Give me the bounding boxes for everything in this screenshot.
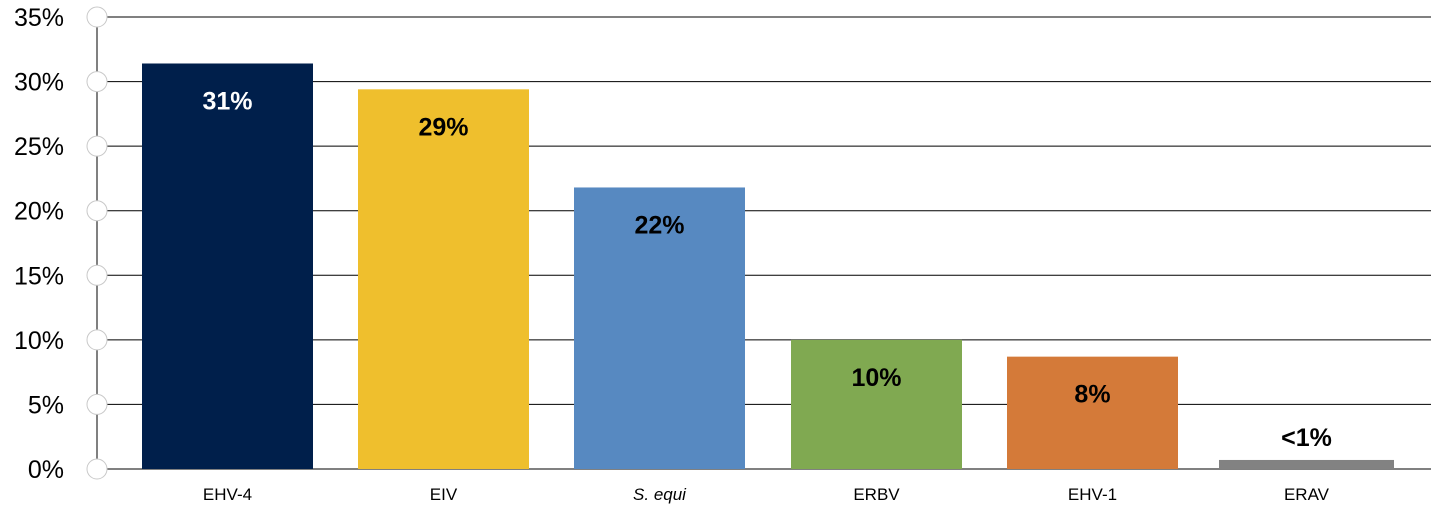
y-tick-marker (86, 6, 108, 28)
x-tick-label: ERBV (853, 485, 900, 504)
data-label: <1% (1281, 424, 1332, 452)
y-tick-label: 30% (14, 69, 64, 97)
x-tick-label: EIV (430, 485, 458, 504)
x-tick-label: EHV-4 (203, 485, 252, 504)
data-label: 31% (202, 87, 252, 115)
y-tick-marker (86, 71, 108, 93)
y-tick-label: 15% (14, 262, 64, 290)
y-tick-marker (86, 264, 108, 286)
data-label: 10% (851, 364, 901, 392)
y-tick-marker (86, 329, 108, 351)
bar-eiv (358, 89, 529, 469)
y-tick-marker (86, 458, 108, 480)
data-label: 8% (1074, 381, 1110, 409)
y-tick-label: 0% (28, 456, 64, 484)
y-tick-marker (86, 135, 108, 157)
x-tick-label: S. equi (633, 485, 687, 504)
x-tick-labels: EHV-4 EIV S. equi ERBV EHV-1 ERAV (203, 485, 1330, 504)
x-tick-label: ERAV (1284, 485, 1330, 504)
y-tick-label: 10% (14, 327, 64, 355)
bar-ehv-1 (1007, 356, 1178, 469)
bar-s-equi (574, 187, 745, 469)
y-tick-label: 35% (14, 4, 64, 32)
y-tick-label: 25% (14, 133, 64, 161)
bar-ehv-4 (142, 63, 313, 470)
y-tick-marker (86, 393, 108, 415)
data-label: 29% (418, 113, 468, 141)
gridlines (97, 16, 1431, 470)
bar-erbv (791, 339, 962, 469)
data-label: 22% (634, 211, 684, 239)
bars (142, 63, 1394, 470)
y-tick-label: 20% (14, 198, 64, 226)
data-labels: 31% 29% 22% 10% 8% <1% (202, 87, 1331, 451)
x-tick-label: EHV-1 (1068, 485, 1117, 504)
y-tick-marker (86, 200, 108, 222)
y-tick-label: 5% (28, 391, 64, 419)
bar-erav (1219, 459, 1394, 469)
y-tick-labels: 0% 5% 10% 15% 20% 25% 30% 35% (14, 4, 108, 484)
